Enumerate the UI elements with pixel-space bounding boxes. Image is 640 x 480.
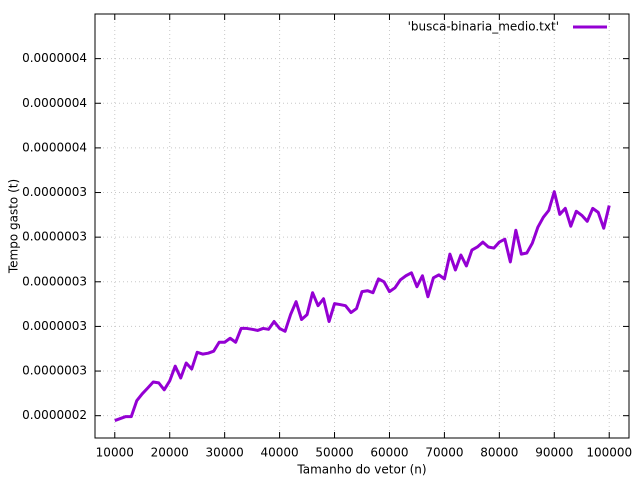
x-tick-label: 60000 [370, 446, 408, 460]
y-axis-label: Tempo gasto (t) [7, 179, 21, 274]
x-tick-label: 10000 [96, 446, 134, 460]
x-tick-label: 30000 [206, 446, 244, 460]
data-line [114, 190, 611, 422]
y-tick-label: 0.0000003 [22, 274, 87, 288]
y-tick-label: 0.0000002 [22, 408, 87, 422]
y-tick-label: 0.0000003 [22, 319, 87, 333]
x-axis-label: Tamanho do vetor (n) [296, 463, 426, 477]
plot-border [94, 13, 630, 439]
y-tick-label: 0.0000003 [22, 230, 87, 244]
y-tick-label: 0.0000003 [22, 364, 87, 378]
x-tick-label: 100000 [586, 446, 632, 460]
x-tick-label: 20000 [151, 446, 189, 460]
y-tick-label: 0.0000003 [22, 185, 87, 199]
y-tick-label: 0.0000004 [22, 51, 87, 65]
x-tick-label: 90000 [535, 446, 573, 460]
x-tick-label: 70000 [425, 446, 463, 460]
y-tick-label: 0.0000004 [22, 96, 87, 110]
x-tick-label: 80000 [480, 446, 518, 460]
y-tick-label: 0.0000004 [22, 140, 87, 154]
legend-label: 'busca-binaria_medio.txt' [408, 20, 559, 34]
x-tick-label: 50000 [315, 446, 353, 460]
x-tick-label: 40000 [260, 446, 298, 460]
